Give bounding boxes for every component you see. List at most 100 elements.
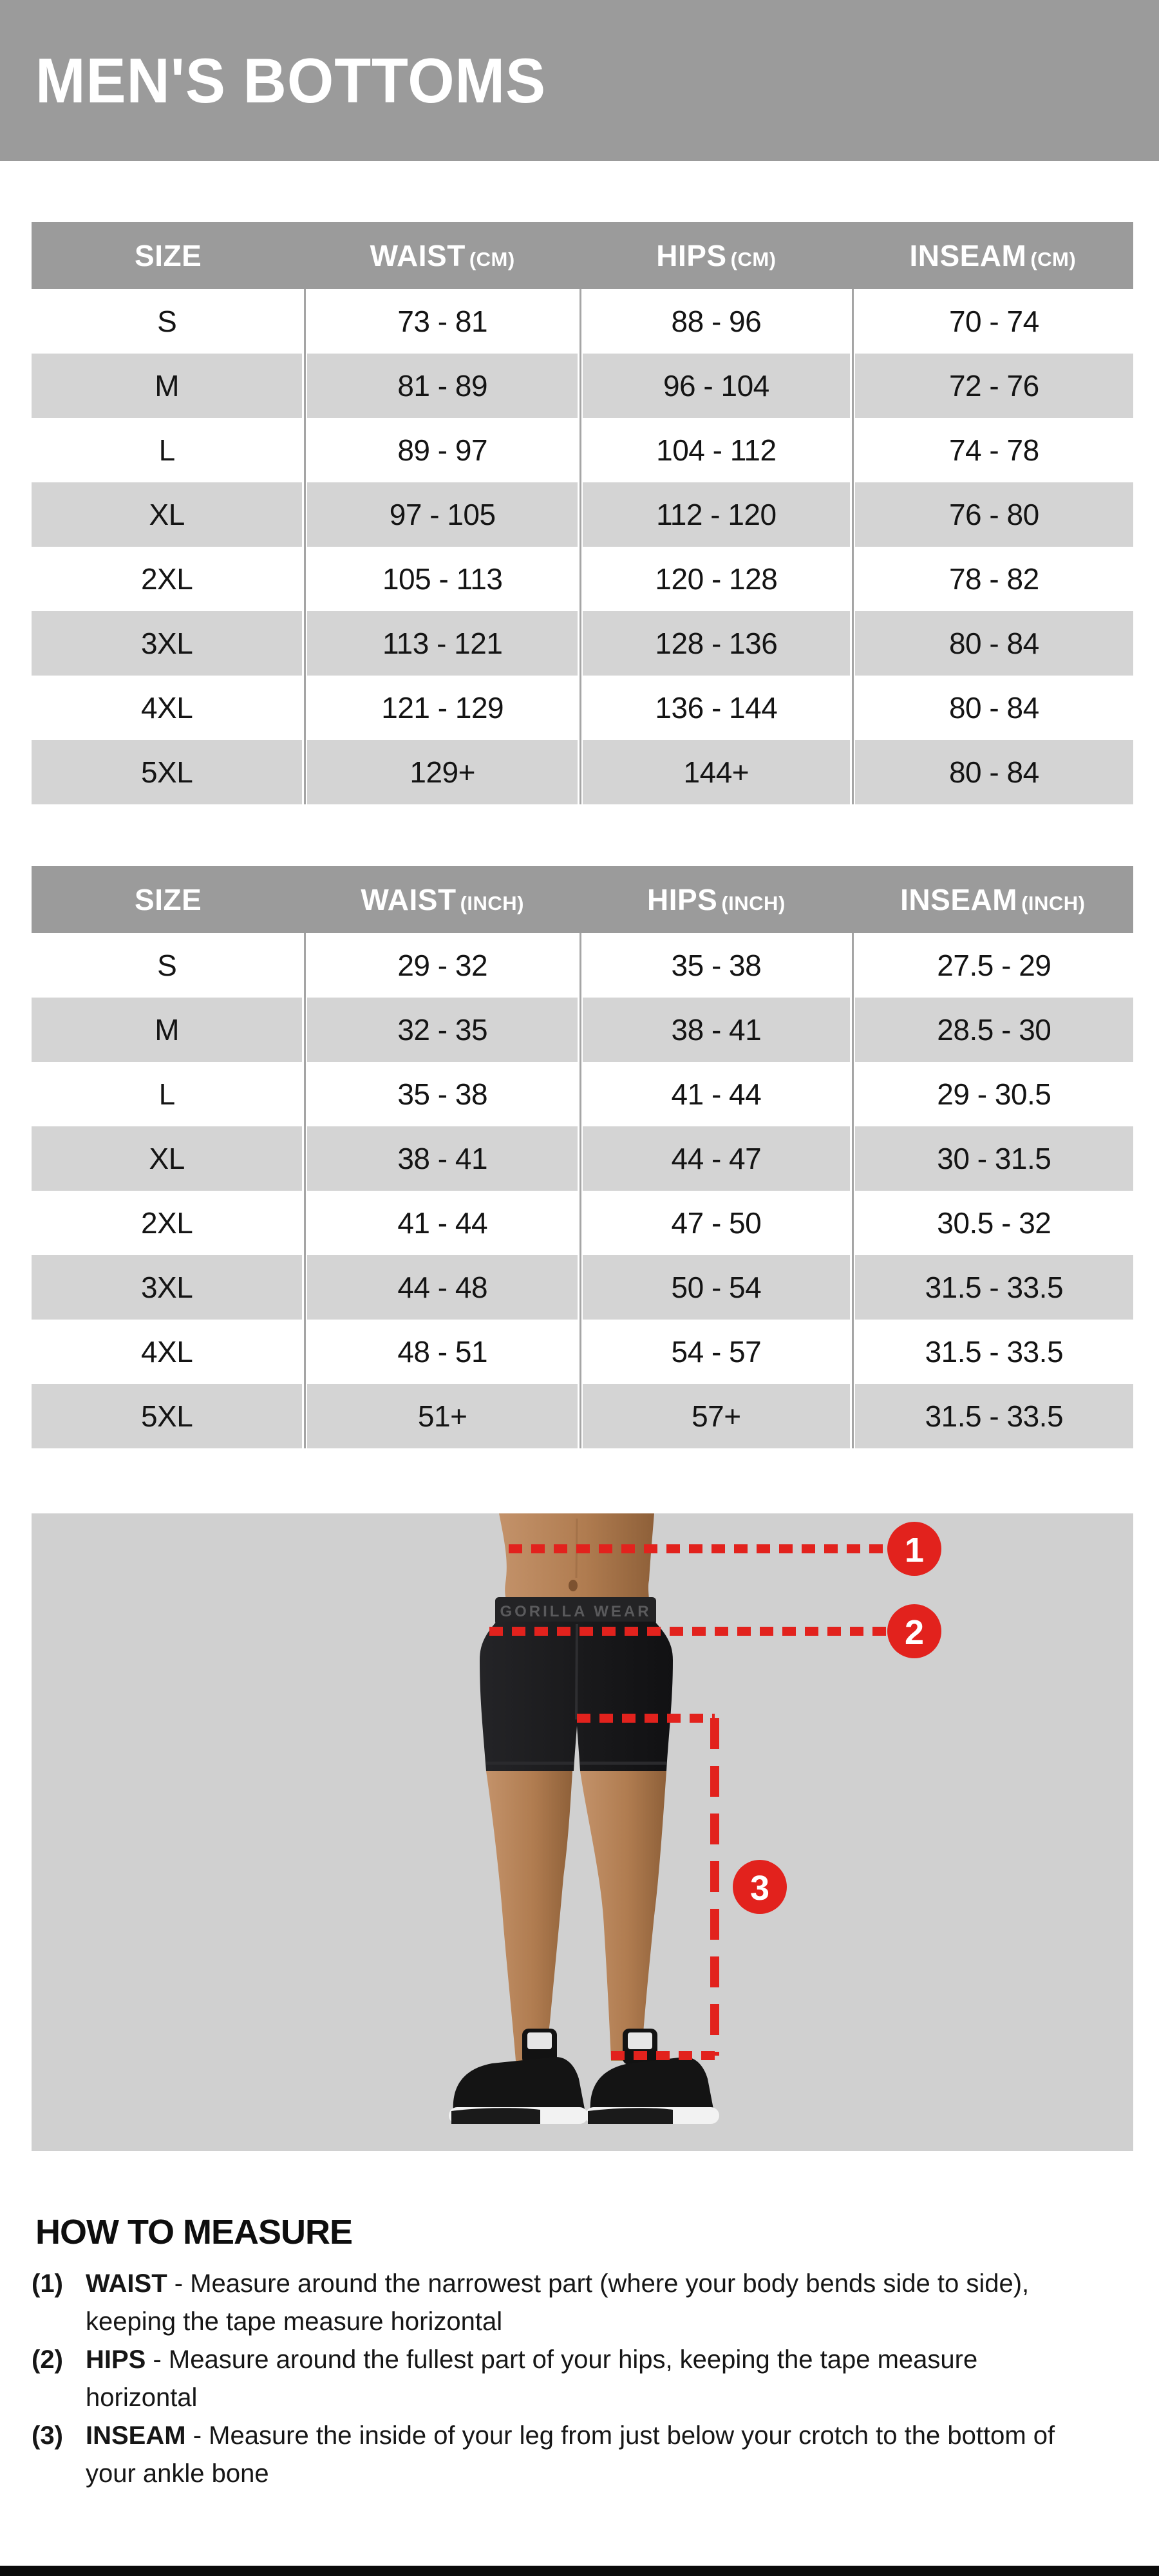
size-cell: S	[32, 933, 305, 998]
waistband	[495, 1597, 656, 1625]
waist-cell: 105 - 113	[305, 547, 581, 611]
hips-cell: 128 - 136	[580, 611, 853, 676]
waist-cell: 32 - 35	[305, 998, 581, 1062]
page-title: MEN'S BOTTOMS	[35, 44, 547, 116]
waist-cell: 129+	[305, 740, 581, 804]
waist-cell: 35 - 38	[305, 1062, 581, 1126]
inseam-cell: 80 - 84	[852, 740, 1133, 804]
table-row: M 32 - 35 38 - 41 28.5 - 30	[32, 998, 1133, 1062]
unit-label: (CM)	[1030, 248, 1077, 270]
callout-1-number: 1	[905, 1531, 924, 1569]
size-cell: 2XL	[32, 547, 305, 611]
column-divider	[580, 933, 582, 1448]
column-header-waist: WAIST (CM)	[370, 239, 515, 272]
size-cell: 2XL	[32, 1191, 305, 1255]
table-row: L 89 - 97 104 - 112 74 - 78	[32, 418, 1133, 482]
hips-cell: 54 - 57	[580, 1320, 853, 1384]
inseam-cell: 30.5 - 32	[852, 1191, 1133, 1255]
table-row: S 29 - 32 35 - 38 27.5 - 29	[32, 933, 1133, 998]
size-cell: 5XL	[32, 1384, 305, 1448]
waist-cell: 97 - 105	[305, 482, 581, 547]
size-cell: L	[32, 1062, 305, 1126]
measure-item-hips: (2) HIPS - Measure around the fullest pa…	[32, 2341, 1126, 2417]
column-header-inseam: INSEAM (CM)	[909, 239, 1077, 272]
size-cell: 3XL	[32, 611, 305, 676]
size-cell: S	[32, 289, 305, 354]
callout-2-number: 2	[905, 1613, 924, 1652]
unit-label: (CM)	[730, 248, 777, 270]
column-header-hips: HIPS (INCH)	[646, 883, 786, 916]
waist-cell: 41 - 44	[305, 1191, 581, 1255]
table-header-row: SIZE WAIST (CM) HIPS (CM) INSEAM (CM)	[32, 222, 1133, 289]
left-leg	[486, 1771, 572, 2061]
header-bar: MEN'S BOTTOMS	[0, 0, 1159, 161]
inseam-cell: 70 - 74	[852, 289, 1133, 354]
hips-cell: 50 - 54	[580, 1255, 853, 1320]
waist-callout: 1	[509, 1522, 941, 1576]
waist-cell: 38 - 41	[305, 1126, 581, 1191]
column-header-inseam: INSEAM (INCH)	[900, 883, 1086, 916]
size-cell: XL	[32, 1126, 305, 1191]
size-cell: XL	[32, 482, 305, 547]
column-divider	[851, 933, 854, 1448]
size-table-cm: SIZE WAIST (CM) HIPS (CM) INSEAM (CM) S 73 …	[32, 222, 1133, 804]
waist-cell: 44 - 48	[305, 1255, 581, 1320]
inseam-cell: 29 - 30.5	[852, 1062, 1133, 1126]
hips-cell: 104 - 112	[580, 418, 853, 482]
table-body: S 73 - 81 88 - 96 70 - 74 M 81 - 89 96 -…	[32, 289, 1133, 804]
navel	[569, 1580, 578, 1591]
shorts-seam	[575, 1624, 578, 1720]
inseam-cell: 76 - 80	[852, 482, 1133, 547]
right-leg	[580, 1771, 666, 2061]
column-header-size: SIZE	[135, 239, 202, 272]
table-row: L 35 - 38 41 - 44 29 - 30.5	[32, 1062, 1133, 1126]
table-row: XL 38 - 41 44 - 47 30 - 31.5	[32, 1126, 1133, 1191]
table-row: 4XL 121 - 129 136 - 144 80 - 84	[32, 676, 1133, 740]
inseam-cell: 31.5 - 33.5	[852, 1255, 1133, 1320]
item-number: (2)	[32, 2345, 63, 2374]
hips-cell: 144+	[580, 740, 853, 804]
inseam-cell: 72 - 76	[852, 354, 1133, 418]
hips-cell: 44 - 47	[580, 1126, 853, 1191]
measure-item-inseam: (3) INSEAM - Measure the inside of your …	[32, 2417, 1126, 2493]
item-text: HIPS - Measure around the fullest part o…	[86, 2345, 978, 2412]
hips-cell: 57+	[580, 1384, 853, 1448]
left-shoe	[449, 2029, 588, 2124]
size-cell: 4XL	[32, 676, 305, 740]
table-row: S 73 - 81 88 - 96 70 - 74	[32, 289, 1133, 354]
bottom-divider-bar	[0, 2566, 1159, 2576]
hips-cell: 41 - 44	[580, 1062, 853, 1126]
waist-cell: 51+	[305, 1384, 581, 1448]
hips-cell: 35 - 38	[580, 933, 853, 998]
inseam-cell: 31.5 - 33.5	[852, 1384, 1133, 1448]
size-cell: L	[32, 418, 305, 482]
inseam-cell: 78 - 82	[852, 547, 1133, 611]
table-row: 2XL 105 - 113 120 - 128 78 - 82	[32, 547, 1133, 611]
hips-cell: 47 - 50	[580, 1191, 853, 1255]
table-row: 5XL 51+ 57+ 31.5 - 33.5	[32, 1384, 1133, 1448]
item-text: WAIST - Measure around the narrowest par…	[86, 2269, 1030, 2336]
waist-cell: 89 - 97	[305, 418, 581, 482]
item-text: INSEAM - Measure the inside of your leg …	[86, 2421, 1055, 2488]
waistband-logo-text: GORILLA WEAR	[500, 1603, 651, 1620]
hips-cell: 120 - 128	[580, 547, 853, 611]
model-figure: GORILLA WEAR	[449, 1513, 719, 2124]
size-cell: 5XL	[32, 740, 305, 804]
waist-cell: 73 - 81	[305, 289, 581, 354]
hips-cell: 112 - 120	[580, 482, 853, 547]
item-number: (1)	[32, 2269, 63, 2298]
column-divider	[304, 289, 306, 804]
table-body: S 29 - 32 35 - 38 27.5 - 29 M 32 - 35 38…	[32, 933, 1133, 1448]
size-cell: 3XL	[32, 1255, 305, 1320]
callout-2-badge	[887, 1604, 941, 1658]
unit-label: (INCH)	[721, 892, 786, 914]
column-header-waist: WAIST (INCH)	[361, 883, 524, 916]
inseam-cell: 28.5 - 30	[852, 998, 1133, 1062]
unit-label: (INCH)	[1021, 892, 1086, 914]
measurement-diagram: GORILLA WEAR	[32, 1513, 1133, 2151]
inseam-cell: 30 - 31.5	[852, 1126, 1133, 1191]
size-table-inch: SIZE WAIST (INCH) HIPS (INCH) INSEAM (INCH)…	[32, 866, 1133, 1448]
column-header-hips: HIPS (CM)	[656, 239, 777, 272]
table-row: 3XL 113 - 121 128 - 136 80 - 84	[32, 611, 1133, 676]
